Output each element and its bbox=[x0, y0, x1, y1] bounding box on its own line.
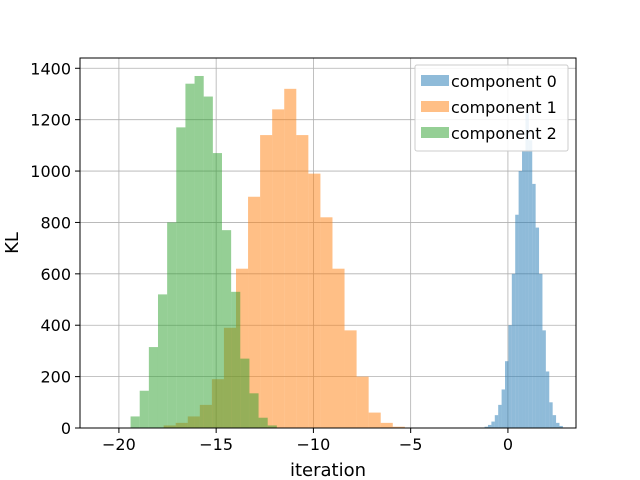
legend: component 0 component 1 component 2 bbox=[414, 64, 569, 152]
plot-frame bbox=[79, 57, 577, 429]
bar bbox=[221, 230, 232, 428]
bar bbox=[284, 88, 297, 428]
bar bbox=[194, 75, 204, 428]
bar bbox=[559, 425, 563, 428]
bar bbox=[545, 371, 550, 428]
series-0-bars bbox=[484, 111, 563, 429]
y-tick-label: 800 bbox=[40, 213, 71, 232]
bar bbox=[498, 404, 502, 428]
x-tick-label: −15 bbox=[199, 435, 233, 454]
bar bbox=[231, 291, 241, 428]
legend-swatch bbox=[421, 127, 449, 138]
bar bbox=[487, 424, 492, 428]
bar bbox=[532, 183, 536, 428]
bar bbox=[491, 421, 495, 428]
bar bbox=[515, 214, 519, 428]
x-tick-label: −20 bbox=[102, 435, 136, 454]
bar bbox=[392, 426, 405, 428]
y-tick-label: 400 bbox=[40, 316, 71, 335]
y-tick-label: 1400 bbox=[30, 59, 71, 78]
bar bbox=[518, 171, 523, 429]
legend-label: component 1 bbox=[451, 98, 557, 117]
bar bbox=[494, 415, 499, 428]
y-tick-label: 0 bbox=[61, 419, 71, 438]
bar bbox=[249, 393, 259, 428]
bar bbox=[185, 83, 195, 428]
bar bbox=[272, 109, 285, 428]
bar bbox=[203, 96, 213, 429]
bar bbox=[157, 294, 168, 428]
bar bbox=[267, 425, 277, 428]
bar bbox=[549, 402, 553, 428]
bar bbox=[176, 127, 186, 428]
bar bbox=[505, 361, 509, 428]
bar bbox=[139, 390, 149, 428]
bar bbox=[511, 273, 516, 428]
bar bbox=[556, 422, 560, 428]
bar bbox=[344, 330, 357, 428]
bar bbox=[258, 417, 268, 428]
legend-box bbox=[414, 64, 569, 152]
bar bbox=[522, 150, 526, 428]
bar bbox=[368, 412, 381, 428]
series-2-bars bbox=[130, 75, 277, 429]
bar bbox=[240, 358, 250, 428]
bar bbox=[167, 222, 177, 428]
legend-label: component 2 bbox=[451, 124, 557, 143]
legend-swatch bbox=[421, 101, 449, 112]
x-axis-label: iteration bbox=[290, 460, 366, 480]
bar bbox=[484, 426, 488, 428]
bar bbox=[542, 330, 546, 428]
bar bbox=[296, 135, 309, 429]
x-tick-label: −10 bbox=[297, 435, 331, 454]
y-tick-label: 1200 bbox=[30, 111, 71, 130]
bar bbox=[501, 389, 506, 428]
bar bbox=[260, 135, 273, 429]
legend-swatch bbox=[421, 75, 449, 86]
bar bbox=[535, 227, 540, 428]
bar bbox=[356, 376, 369, 428]
bar bbox=[552, 415, 557, 428]
bar bbox=[148, 347, 158, 428]
bar bbox=[320, 217, 333, 428]
bar bbox=[212, 153, 222, 428]
axis-ticks: −20 −15 −10 −5 0 0 200 400 600 800 1000 1200 1400 bbox=[30, 59, 513, 454]
bar bbox=[528, 140, 533, 428]
histogram-bars bbox=[130, 75, 563, 429]
x-tick-label: −5 bbox=[399, 435, 423, 454]
bar bbox=[539, 273, 543, 428]
bar bbox=[130, 416, 140, 428]
bar bbox=[380, 422, 393, 428]
bar bbox=[332, 268, 345, 428]
bar bbox=[508, 325, 512, 428]
x-tick-label: 0 bbox=[503, 435, 513, 454]
y-tick-label: 200 bbox=[40, 368, 71, 387]
bar bbox=[308, 173, 321, 428]
legend-label: component 0 bbox=[451, 72, 557, 91]
y-tick-label: 1000 bbox=[30, 162, 71, 181]
bar bbox=[525, 111, 529, 428]
bar bbox=[248, 196, 261, 428]
y-axis-label: KL bbox=[2, 232, 23, 254]
y-tick-label: 600 bbox=[40, 265, 71, 284]
